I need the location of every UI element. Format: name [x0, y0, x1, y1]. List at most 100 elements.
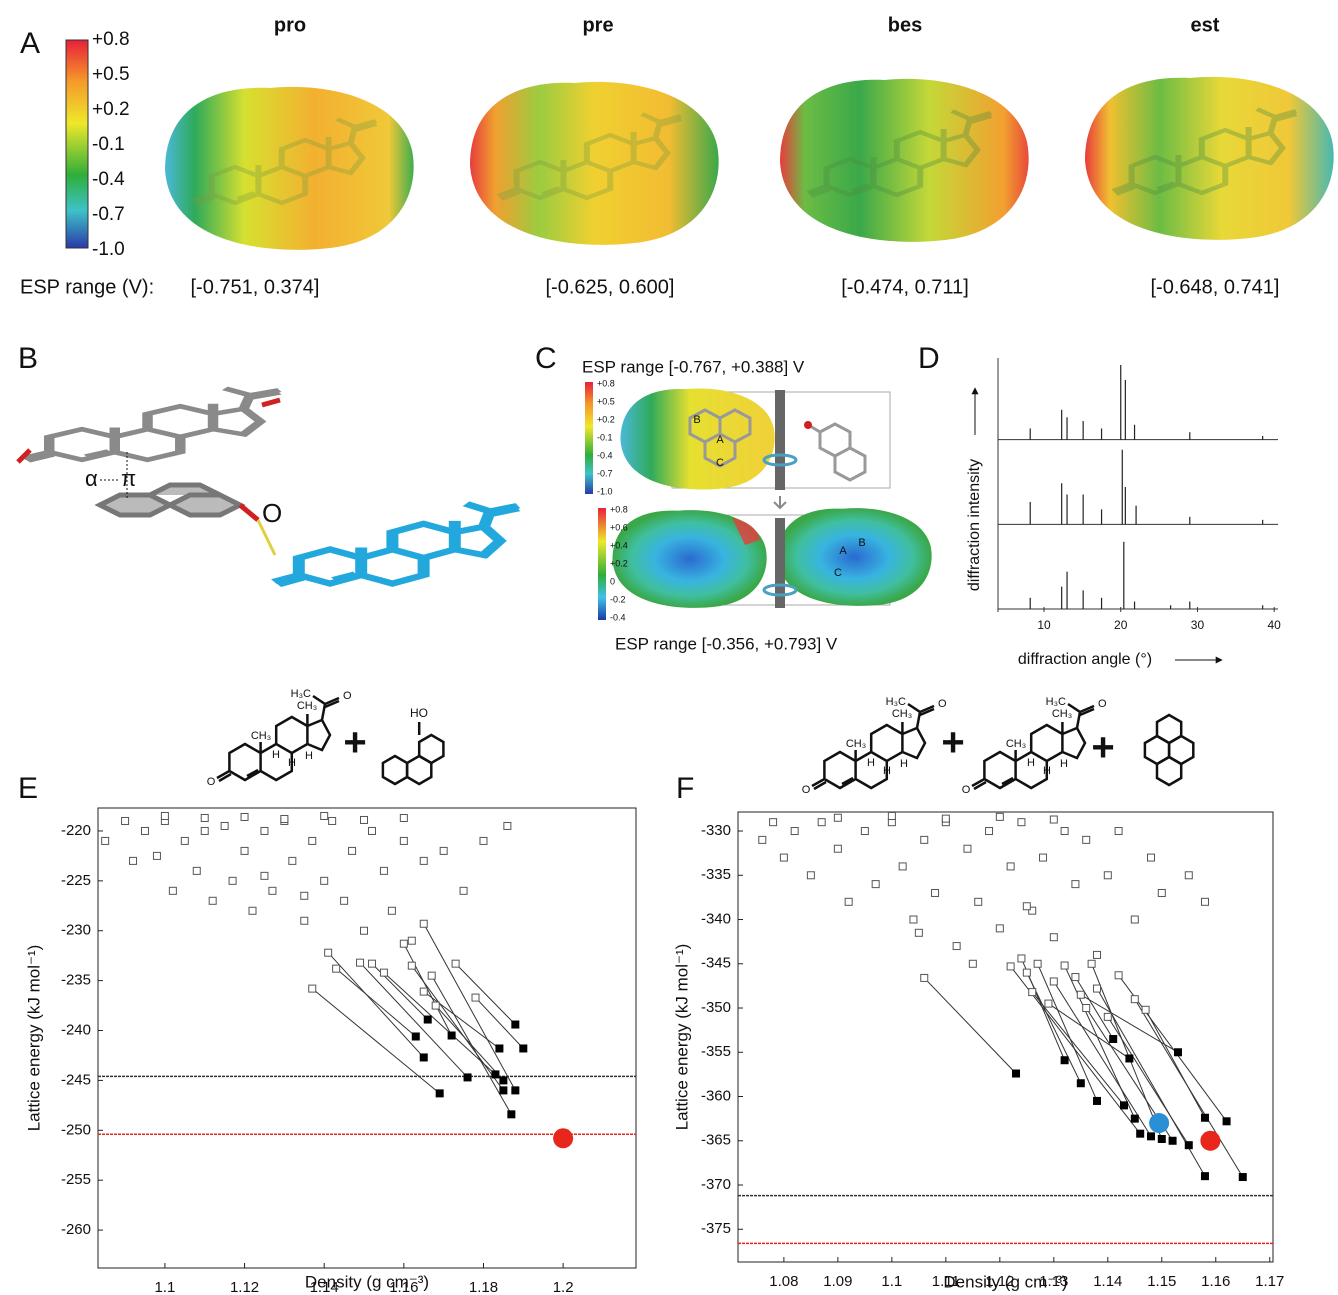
x-tick-label: 1.09: [823, 1273, 852, 1290]
minimized-structure: [492, 1071, 499, 1078]
y-tick-label: -340: [701, 910, 731, 927]
structure-point: [1131, 996, 1138, 1003]
structure-point: [161, 812, 168, 819]
atom-label: H₃C: [1046, 696, 1066, 708]
structure-point: [368, 827, 375, 834]
y-tick-label: -335: [701, 866, 731, 883]
atom-label: CH₃: [297, 700, 317, 712]
structure-point: [1201, 898, 1208, 905]
colorbar-label: -0.1: [92, 134, 125, 155]
minimized-structure: [1137, 1130, 1144, 1137]
minimized-structure: [424, 1016, 431, 1023]
structure-point: [1050, 978, 1057, 985]
x-tick-label: 40: [1267, 618, 1281, 632]
atom-label: O: [938, 698, 947, 710]
plus: +: [343, 721, 366, 765]
ring-label: C: [834, 567, 842, 579]
structure-point: [986, 828, 993, 835]
structure-point: [301, 917, 308, 924]
colorbar-label: +0.5: [92, 64, 130, 85]
structure-point: [996, 925, 1003, 932]
plus: +: [1091, 726, 1114, 770]
y-tick-label: -345: [701, 955, 731, 972]
atom-label: O: [343, 690, 352, 702]
colorbar-label: +0.5: [597, 396, 615, 406]
highlight-point: [1149, 1113, 1169, 1133]
structure-point: [309, 837, 316, 844]
colorbar-label: -1.0: [92, 239, 125, 260]
minimized-structure: [464, 1074, 471, 1081]
structure-point: [1131, 916, 1138, 923]
alpha-label: α: [85, 466, 98, 491]
y-tick-label: -350: [701, 999, 731, 1016]
structure-point: [209, 897, 216, 904]
structure-point: [309, 985, 316, 992]
y-axis-label: diffraction intensity: [966, 459, 983, 591]
colorbar-label: +0.4: [610, 540, 628, 550]
y-axis-label: Lattice energy (kJ mol⁻¹): [24, 945, 43, 1132]
structure-point: [921, 974, 928, 981]
structure-point: [1083, 836, 1090, 843]
minimized-structure: [1174, 1049, 1181, 1056]
structure-point: [953, 943, 960, 950]
minimized-structure: [412, 1033, 419, 1040]
structure-point: [932, 889, 939, 896]
tie-line: [1092, 964, 1162, 1139]
structure: [812, 704, 934, 789]
structure-point: [400, 837, 407, 844]
structure-point: [818, 819, 825, 826]
atom-label: HO: [410, 706, 428, 720]
esp-range: [-0.474, 0.711]: [841, 276, 969, 298]
structure-point: [1007, 963, 1014, 970]
structure-point: [400, 940, 407, 947]
structure-point: [281, 815, 288, 822]
structure-point: [388, 907, 395, 914]
colorbar-label: 0: [610, 576, 615, 586]
x-tick-label: 1.18: [469, 1279, 498, 1295]
molecule-name: est: [1191, 14, 1220, 36]
structure-point: [770, 819, 777, 826]
atom-label: O: [262, 498, 282, 528]
ring-label: B: [693, 414, 700, 426]
plot-frame: [738, 812, 1273, 1262]
colorbar-label: -0.2: [610, 594, 626, 604]
figure: A ESP range (V): B α π O C ESP range [-0…: [0, 0, 1338, 1295]
structure-point: [1061, 962, 1068, 969]
structure-point: [1077, 991, 1084, 998]
colorbar-label: -0.7: [92, 204, 125, 225]
structure-point: [440, 847, 447, 854]
y-tick-label: -235: [61, 972, 91, 989]
structure-point: [1034, 960, 1041, 967]
range-bottom: ESP range [-0.356, +0.793] V: [615, 634, 838, 653]
structure-point: [1115, 828, 1122, 835]
structure-point: [122, 817, 129, 824]
x-tick-label: 30: [1191, 618, 1205, 632]
colorbar-label: -0.7: [597, 468, 613, 478]
atom-label: CH₃: [1006, 738, 1026, 750]
ring-label: C: [716, 457, 724, 469]
minimized-structure: [496, 1045, 503, 1052]
structure-point: [420, 857, 427, 864]
structure-point: [1045, 1000, 1052, 1007]
minimized-structure: [1185, 1142, 1192, 1149]
atom-label: O: [207, 776, 216, 788]
ring-label: B: [858, 537, 865, 549]
structure-point: [261, 827, 268, 834]
minimized-structure: [1077, 1080, 1084, 1087]
structure: [1157, 715, 1181, 743]
tie-line: [1081, 995, 1178, 1053]
y-tick-label: -365: [701, 1132, 731, 1149]
structure-point: [460, 887, 467, 894]
structure-point: [321, 877, 328, 884]
structure-point: [452, 960, 459, 967]
structure-point: [969, 960, 976, 967]
atom-label: H₃C: [291, 688, 311, 700]
structure-point: [341, 897, 348, 904]
minimized-structure: [500, 1087, 507, 1094]
structure-point: [321, 812, 328, 819]
y-tick-label: -355: [701, 1043, 731, 1060]
minimized-structure: [1094, 1097, 1101, 1104]
structure-point: [942, 815, 949, 822]
tie-line: [1108, 1017, 1189, 1145]
y-tick-label: -220: [61, 822, 91, 839]
